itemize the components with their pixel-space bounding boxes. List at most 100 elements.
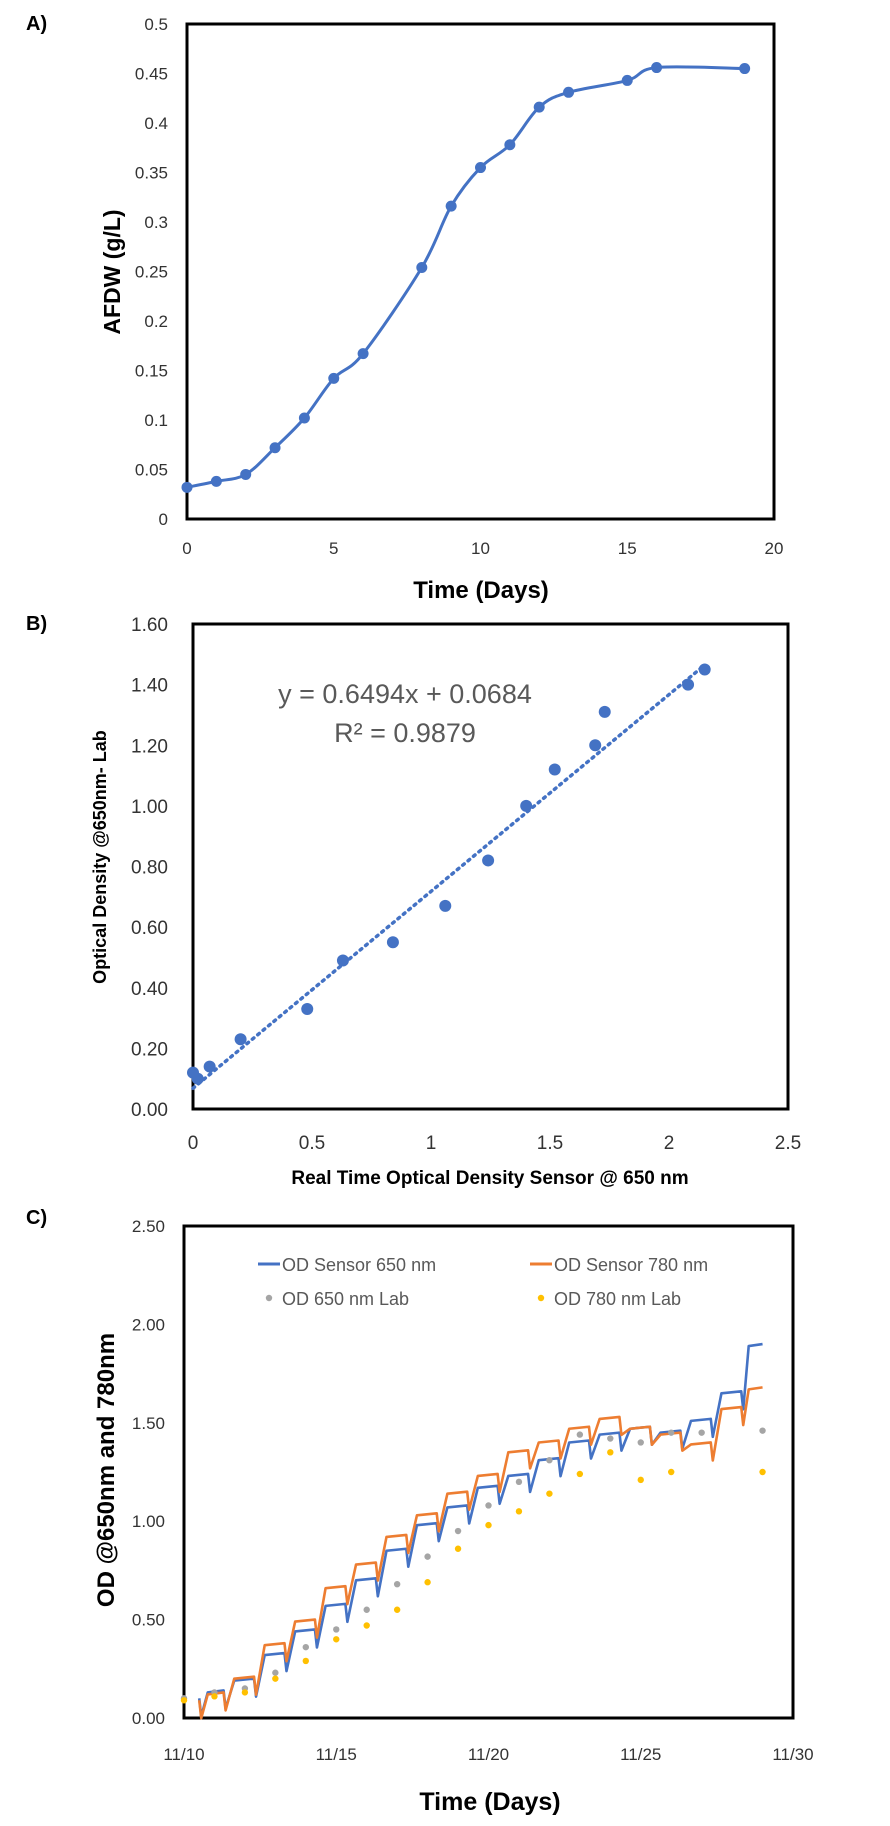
panel-a-y-tick-label: 0.05 — [135, 461, 168, 480]
panel-c-x-tick-label: 11/20 — [468, 1745, 509, 1764]
panel-b-data-point — [386, 936, 399, 949]
panel-c-point-od-650-nm-lab — [272, 1669, 279, 1676]
panel-c-x-tick-label: 11/30 — [772, 1745, 813, 1764]
panel-a-x-tick-label: 20 — [765, 539, 784, 558]
panel-b-y-tick-label: 1.00 — [131, 797, 168, 818]
panel-c-point-od-650-nm-lab — [759, 1427, 766, 1434]
panel-a-data-point — [181, 481, 193, 493]
panel-b-r-squared: R² = 0.9879 — [334, 718, 476, 748]
panel-b-data-point — [439, 899, 452, 912]
panel-b-data-point — [698, 663, 711, 676]
panel-c-point-od-650-nm-lab — [333, 1626, 340, 1633]
legend-swatch-od-780-lab — [537, 1294, 545, 1302]
panel-c-point-od-780-nm-lab — [302, 1657, 309, 1665]
panel-b-y-tick-label: 1.40 — [131, 676, 168, 697]
panel-b-equation: y = 0.6494x + 0.0684 — [278, 679, 532, 709]
panel-b-frame — [191, 622, 790, 1111]
panel-a-x-axis-title: Time (Days) — [413, 577, 549, 604]
legend-item-od-650-lab: OD 650 nm Lab — [265, 1289, 409, 1309]
panel-a-data-point — [739, 63, 751, 75]
panel-b-x-tick-label: 1.5 — [537, 1133, 563, 1154]
panel-b-data-point — [301, 1002, 314, 1015]
panel-b-data-point — [682, 678, 695, 691]
panel-b-data-point — [548, 763, 561, 776]
panel-b-trendline — [191, 663, 707, 1091]
panel-a-data-point — [504, 139, 516, 151]
panel-c-y-tick-label: 0.00 — [132, 1709, 165, 1728]
panel-b-y-tick-label: 0.00 — [131, 1100, 168, 1121]
panel-a-data-point — [298, 412, 310, 424]
panel-c-point-od-780-nm-lab — [759, 1468, 766, 1476]
panel-b-data-point — [520, 799, 533, 812]
panel-b-y-tick-label: 0.80 — [131, 858, 168, 879]
panel-c-x-tick-label: 11/25 — [620, 1745, 661, 1764]
panel-a-data-point — [445, 200, 457, 212]
panel-c-x-axis-title: Time (Days) — [419, 1788, 560, 1816]
panel-a-y-tick-label: 0.4 — [144, 114, 168, 133]
panel-a-data-point — [240, 468, 252, 480]
panel-a-y-tick-label: 0 — [159, 510, 168, 529]
panel-b-data-point — [203, 1060, 216, 1073]
panel-c-x-tick-label: 11/10 — [163, 1745, 204, 1764]
panel-c-y-tick-label: 0.50 — [132, 1611, 165, 1630]
panel-a-x-tick-label: 10 — [471, 539, 490, 558]
panel-c-point-od-780-nm-lab — [180, 1697, 188, 1704]
panel-a-data-point — [621, 74, 633, 86]
panel-b-y-tick-label: 0.20 — [131, 1039, 168, 1060]
panel-a-y-tick-label: 0.1 — [144, 411, 168, 430]
panel-c-y-axis-title: OD @650nm and 780nm — [93, 1333, 120, 1607]
legend-swatch-od-650-lab — [265, 1294, 273, 1302]
legend-item-od-780-lab: OD 780 nm Lab — [537, 1289, 681, 1309]
panel-b-x-tick-label: 2.5 — [775, 1133, 801, 1154]
legend-label-od-650-lab: OD 650 nm Lab — [282, 1289, 409, 1309]
panel-c-point-od-780-nm-lab — [515, 1508, 523, 1515]
panel-a-y-axis-title: AFDW (g/L) — [99, 209, 125, 334]
panel-c-point-od-650-nm-lab — [546, 1456, 553, 1464]
panel-b: B) 0.000.200.400.600.801.001.201.401.60 … — [26, 613, 801, 1189]
panel-c-series-od-sensor-780-nm — [197, 1386, 763, 1720]
panel-c-point-od-650-nm-lab — [363, 1606, 370, 1613]
panel-a-y-tick-label: 0.3 — [144, 213, 168, 232]
panel-b-data-point — [234, 1033, 247, 1046]
panel-b-data-point — [336, 954, 349, 967]
panel-a-data-point — [328, 372, 340, 384]
panel-c-point-od-780-nm-lab — [454, 1545, 462, 1552]
panel-b-y-tick-label: 0.60 — [131, 918, 168, 939]
panel-a-y-tick-label: 0.2 — [144, 312, 168, 331]
panel-c-point-od-650-nm-lab — [302, 1643, 309, 1651]
panel-b-x-axis-title: Real Time Optical Density Sensor @ 650 n… — [291, 1168, 688, 1189]
legend-label-od-sensor-780: OD Sensor 780 nm — [554, 1255, 708, 1275]
panel-c-point-od-650-nm-lab — [576, 1431, 584, 1438]
panel-b-y-tick-label: 0.40 — [131, 979, 168, 1000]
panel-a-y-tick-label: 0.5 — [144, 15, 168, 34]
panel-a-y-tick-label: 0.15 — [135, 362, 168, 381]
panel-c-point-od-650-nm-lab — [515, 1478, 523, 1486]
panel-c-point-od-780-nm-lab — [424, 1579, 431, 1586]
legend-item-od-sensor-780: OD Sensor 780 nm — [530, 1255, 708, 1275]
panel-a-data-point — [416, 262, 428, 274]
panel-a-data-point — [475, 162, 486, 174]
panel-c-series-od-sensor-650-nm — [197, 1342, 763, 1718]
panel-c-point-od-780-nm-lab — [363, 1622, 370, 1629]
panel-c-point-od-650-nm-lab — [454, 1527, 462, 1535]
panel-c-point-od-650-nm-lab — [668, 1429, 675, 1436]
panel-b-label: B) — [26, 613, 47, 635]
panel-a-y-tick-label: 0.25 — [135, 263, 168, 282]
panel-c-point-od-780-nm-lab — [393, 1606, 401, 1613]
panel-c-point-od-780-nm-lab — [485, 1521, 492, 1529]
panel-b-y-tick-label: 1.20 — [131, 736, 168, 757]
panel-b-data-point — [482, 854, 495, 867]
panel-c-y-tick-label: 2.00 — [132, 1315, 165, 1334]
panel-b-x-tick-label: 0 — [188, 1133, 199, 1154]
panel-c-x-tick-label: 11/15 — [316, 1745, 357, 1764]
panel-b-y-axis-title: Optical Density @650nm- Lab — [90, 730, 110, 984]
panel-c-y-tick-label: 1.00 — [132, 1512, 165, 1531]
panel-c-point-od-780-nm-lab — [211, 1693, 218, 1700]
panel-a-x-tick-label: 15 — [618, 539, 637, 558]
panel-a-y-tick-label: 0.35 — [135, 164, 168, 183]
panel-c-point-od-780-nm-lab — [576, 1470, 584, 1478]
panel-c-y-tick-label: 2.50 — [132, 1217, 165, 1236]
panel-a-data-point — [563, 86, 575, 98]
panel-c-point-od-650-nm-lab — [637, 1439, 644, 1446]
